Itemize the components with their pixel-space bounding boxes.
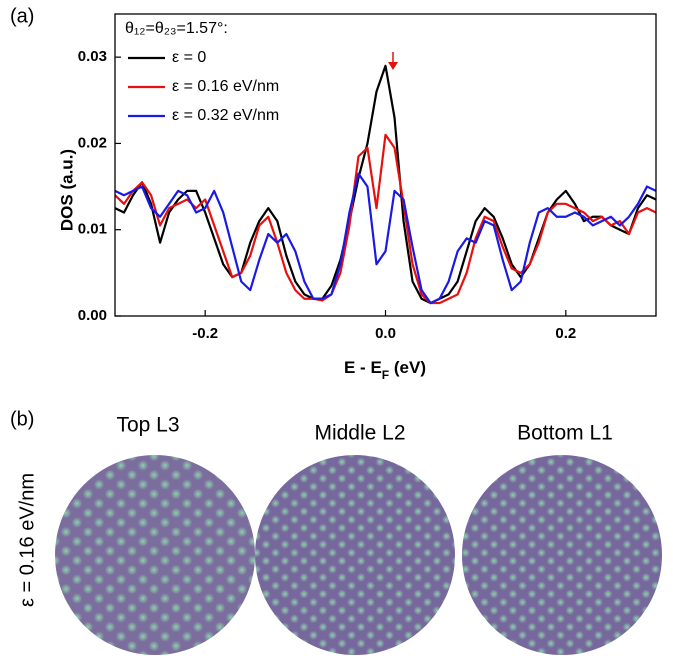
row-label: ε = 0.16 eV/nm (16, 473, 38, 607)
y-axis-label: DOS (a.u.) (57, 149, 76, 231)
legend-label: ε = 0.32 eV/nm (172, 107, 279, 124)
page: (a) (b) ε = 0.16 eV/nm DOS (a.u.) E - EF… (0, 0, 673, 658)
series-line (115, 66, 656, 303)
image-label: Middle L2 (314, 422, 405, 445)
image-label: Top L3 (116, 414, 179, 437)
x-label-sub: F (382, 368, 389, 382)
image-bottom (462, 455, 662, 655)
x-label-part: E - E (344, 358, 382, 377)
panel-label: (a) (10, 5, 34, 27)
panel-label: (b) (10, 408, 34, 430)
figure: (a) (b) ε = 0.16 eV/nm DOS (a.u.) E - EF… (0, 0, 673, 658)
arrow (388, 52, 398, 70)
image-middle (255, 455, 455, 655)
x-tick-label: 0.2 (555, 325, 576, 342)
image-label: Bottom L1 (517, 422, 613, 445)
series-line (115, 135, 656, 303)
y-tick-label: 0.01 (78, 221, 107, 238)
y-tick-label: 0.03 (78, 48, 107, 65)
y-tick-label: 0.00 (78, 307, 107, 324)
image-top (55, 455, 255, 655)
x-tick-label: 0.0 (375, 325, 396, 342)
x-tick-label: -0.2 (192, 325, 218, 342)
legend-title: θ₁₂=θ₂₃=1.57°: (125, 20, 228, 37)
x-axis-label: E - EF (eV) (344, 358, 426, 382)
x-label-part: (eV) (389, 358, 426, 377)
legend-label: ε = 0.16 eV/nm (172, 78, 279, 95)
y-tick-label: 0.02 (78, 134, 107, 151)
legend-label: ε = 0 (172, 49, 206, 66)
